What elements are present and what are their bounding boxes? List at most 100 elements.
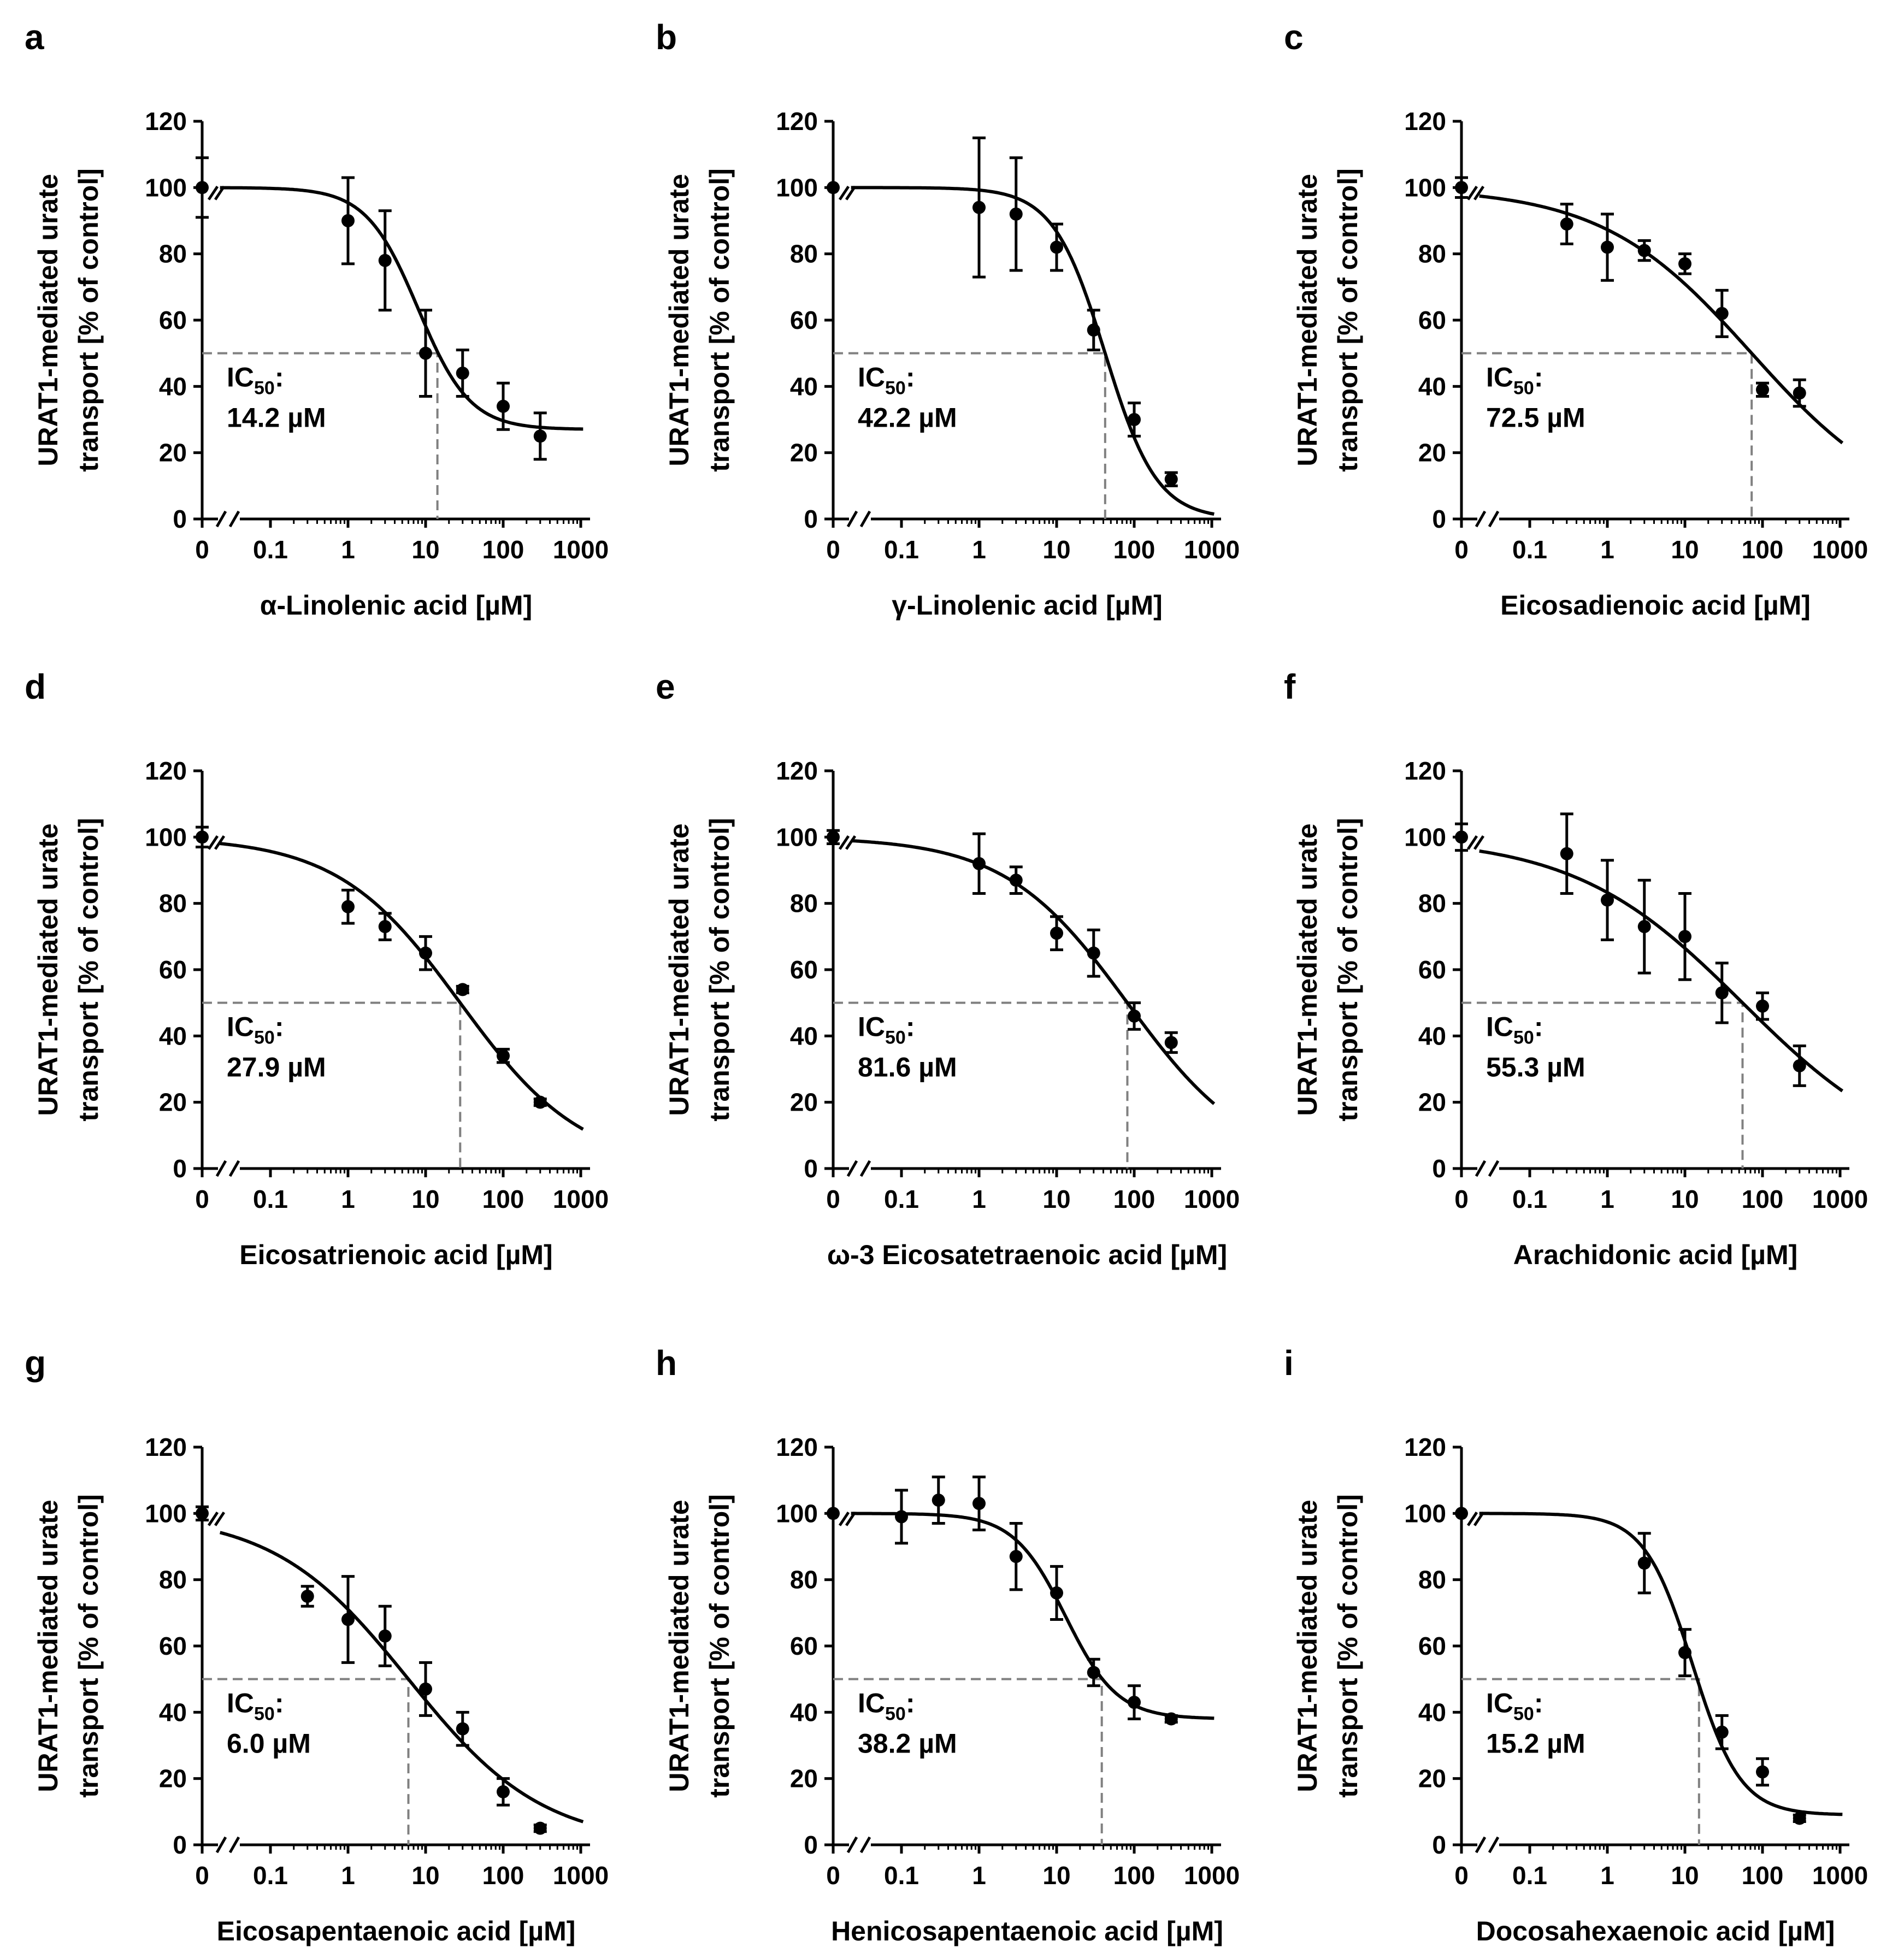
data-point — [456, 1722, 469, 1736]
ic50-label-sub: 50 — [885, 377, 906, 398]
data-point — [1560, 847, 1573, 860]
ic50-label-sub: 50 — [254, 1703, 275, 1724]
ic50-value: 81.6 µM — [858, 1052, 957, 1082]
ic50-value: 72.5 µM — [1486, 402, 1585, 433]
data-point — [1678, 1646, 1691, 1660]
y-tick-label: 80 — [1418, 1566, 1446, 1594]
y-tick-label: 0 — [173, 1831, 187, 1859]
data-point — [1164, 1712, 1178, 1726]
fit-curve — [1479, 849, 1844, 1093]
x-axis-title: Arachidonic acid [µM] — [1513, 1240, 1798, 1270]
x-tick-label: 0.1 — [884, 535, 919, 564]
data-point — [932, 1494, 945, 1507]
data-point — [1793, 1059, 1806, 1072]
x-tick-label: 10 — [1042, 535, 1070, 564]
y-tick-label: 0 — [173, 1154, 187, 1183]
ic50-label-colon: : — [906, 362, 915, 392]
y-tick-label: 120 — [776, 107, 818, 135]
data-point — [827, 830, 840, 844]
y-axis-title: URAT1-mediated urate transport [% of cont… — [664, 818, 735, 1122]
data-point — [1164, 1036, 1178, 1049]
y-tick-label: 60 — [159, 306, 187, 334]
data-point — [341, 214, 355, 227]
y-tick-label: 20 — [790, 1088, 818, 1117]
ic50-label-sub: 50 — [885, 1703, 906, 1724]
x-tick-label: 100 — [482, 535, 524, 564]
x-tick-label: 10 — [411, 535, 439, 564]
y-axis-title: URAT1-mediated urate transport [% of cont… — [1292, 1494, 1363, 1798]
ic50-label-sub: 50 — [885, 1027, 906, 1048]
ic50-label-colon: : — [275, 1687, 284, 1718]
y-tick-label: 60 — [790, 306, 818, 334]
y-axis-title-line1: URAT1-mediated urate — [1292, 1500, 1323, 1792]
data-point — [456, 367, 469, 380]
ic50-label-sub: 50 — [254, 377, 275, 398]
y-tick-label: 20 — [159, 1088, 187, 1117]
x-tick-label: 100 — [1113, 535, 1156, 564]
panel-letter: i — [1284, 1343, 1294, 1383]
x-tick-label: 1 — [1600, 1861, 1614, 1890]
y-axis-title-line2: transport [% of control] — [1333, 818, 1363, 1122]
x-tick-label: 10 — [1042, 1185, 1070, 1213]
data-point — [827, 181, 840, 194]
ic50-label-colon: : — [275, 362, 284, 392]
x-tick-label: 10 — [1671, 1185, 1699, 1213]
x-tick-label: 1 — [341, 1861, 355, 1890]
y-axis-title: URAT1-mediated urate transport [% of cont… — [664, 168, 735, 472]
y-axis-title: URAT1-mediated urate transport [% of cont… — [664, 1494, 735, 1798]
x-tick-label: 0.1 — [253, 1185, 288, 1213]
y-tick-label: 80 — [790, 889, 818, 918]
data-point — [533, 1821, 547, 1835]
panel-b: b 0 20 40 60 80 100 120 0 0.1 1 10 100 1000 URAT1-medi… — [656, 17, 1240, 621]
data-point — [533, 429, 547, 443]
ic50-label: IC50: — [858, 1687, 915, 1724]
ic50-label: IC50: — [858, 1011, 915, 1048]
y-tick-label: 40 — [790, 1698, 818, 1726]
ic50-value: 14.2 µM — [227, 402, 326, 433]
y-axis-title: URAT1-mediated urate transport [% of cont… — [33, 168, 104, 472]
x-tick-label: 10 — [411, 1861, 439, 1890]
y-tick-label: 20 — [1418, 439, 1446, 467]
data-point — [972, 200, 986, 214]
y-tick-label: 60 — [790, 955, 818, 984]
x-tick-label: 0.1 — [253, 1861, 288, 1890]
y-axis-title-line2: transport [% of control] — [73, 818, 104, 1122]
y-tick-label: 120 — [1404, 757, 1446, 785]
ic50-guide-line — [202, 1001, 462, 1169]
data-point — [1793, 386, 1806, 400]
y-tick-label: 20 — [1418, 1765, 1446, 1793]
data-point — [378, 920, 392, 934]
x-tick-label: 0 — [195, 535, 209, 564]
y-axis-title-line2: transport [% of control] — [704, 818, 735, 1122]
data-point — [1678, 257, 1691, 270]
y-tick-label: 0 — [804, 505, 818, 533]
y-tick-label: 120 — [145, 757, 187, 785]
x-tick-label: 100 — [1742, 535, 1784, 564]
ic50-value: 55.3 µM — [1486, 1052, 1585, 1082]
ic50-label: IC50: — [1486, 1011, 1543, 1048]
y-tick-label: 100 — [776, 1499, 818, 1527]
data-point — [419, 346, 432, 360]
data-point — [533, 1095, 547, 1109]
ic50-label-ic: IC — [1486, 1687, 1513, 1718]
y-tick-label: 80 — [1418, 889, 1446, 918]
data-point — [1164, 473, 1178, 486]
y-tick-label: 0 — [1432, 1154, 1446, 1183]
x-tick-label: 0.1 — [1512, 535, 1547, 564]
ic50-value: 42.2 µM — [858, 402, 957, 433]
data-point — [341, 1613, 355, 1626]
panel-letter: c — [1284, 17, 1304, 57]
y-tick-label: 120 — [1404, 1433, 1446, 1461]
ic50-guide-line — [833, 352, 1106, 519]
data-point — [1128, 413, 1141, 426]
ic50-label-ic: IC — [858, 362, 885, 392]
x-tick-label: 100 — [1742, 1185, 1784, 1213]
panel-a: a 0 20 40 60 80 100 120 0 0.1 1 10 100 1000 URAT1-medi… — [25, 17, 609, 621]
x-tick-label: 1 — [972, 1861, 986, 1890]
x-axis-title: γ-Linolenic acid [µM] — [892, 590, 1163, 621]
panel-e: e 0 20 40 60 80 100 120 0 0.1 1 10 100 1000 URAT1-medi… — [656, 667, 1240, 1270]
panel-d: d 0 20 40 60 80 100 120 0 0.1 1 10 100 1000 URAT1-medi… — [25, 667, 609, 1270]
x-tick-label: 1000 — [553, 1185, 609, 1213]
ic50-label: IC50: — [1486, 362, 1543, 398]
